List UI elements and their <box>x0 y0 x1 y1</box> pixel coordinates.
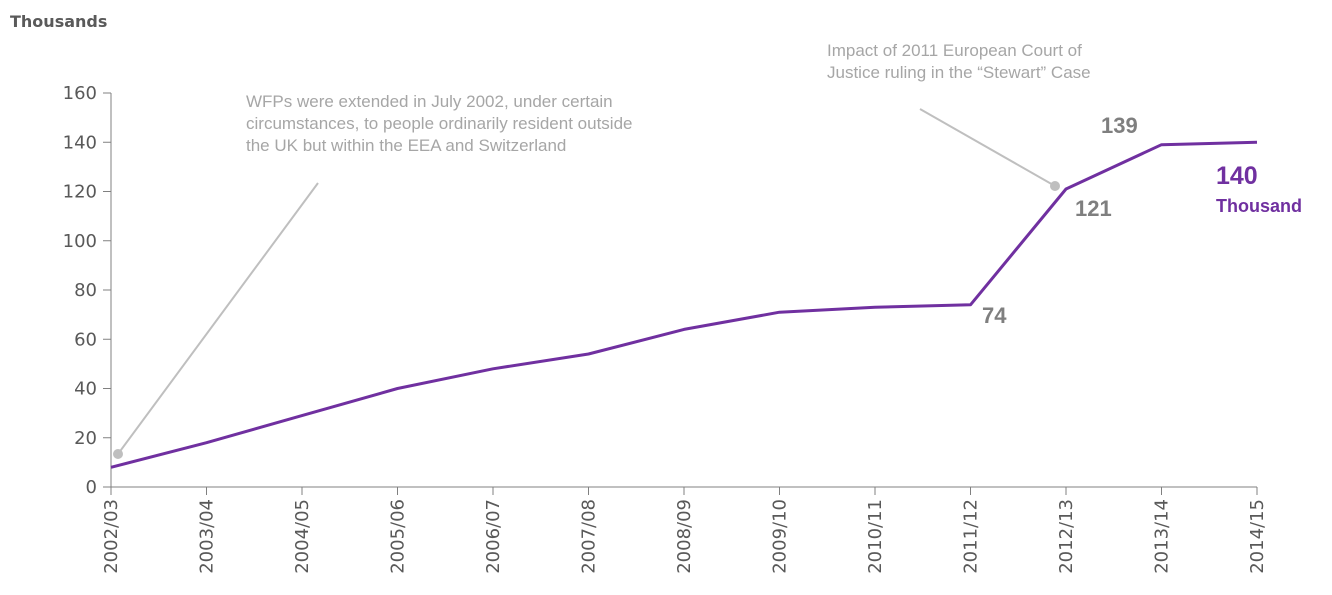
y-tick-label: 40 <box>74 379 97 400</box>
x-axis-ticks: 2002/03 2003/04 2004/05 2005/06 2006/07 2007/… <box>101 487 1268 574</box>
x-tick-label: 2005/06 <box>388 499 409 574</box>
data-label-unit: Thousand <box>1216 196 1302 216</box>
leader-dot-stewart <box>1050 181 1060 191</box>
series-group <box>110 140 1258 469</box>
x-tick-label: 2006/07 <box>483 499 504 574</box>
x-tick-label: 2003/04 <box>197 499 218 574</box>
x-tick-label: 2007/08 <box>579 499 600 574</box>
x-tick-label: 2009/10 <box>770 499 791 574</box>
data-label-2013-14: 139 <box>1101 113 1138 138</box>
data-label-2011-12: 74 <box>982 303 1007 328</box>
x-tick-label: 2008/09 <box>674 499 695 574</box>
y-tick-label: 100 <box>63 231 97 252</box>
y-tick-label: 60 <box>74 329 97 350</box>
x-tick-label: 2013/14 <box>1152 499 1173 574</box>
annotation-line: circumstances, to people ordinarily resi… <box>246 114 633 133</box>
y-tick-label: 120 <box>63 182 97 203</box>
x-tick-label: 2011/12 <box>961 499 982 574</box>
y-tick-label: 20 <box>74 428 97 449</box>
leader-line-stewart <box>919 108 1056 187</box>
leader-line-2002 <box>117 182 319 455</box>
y-axis-unit-label: Thousands <box>10 12 108 31</box>
data-label-2014-15: 140 <box>1216 162 1258 190</box>
leader-dot-2002 <box>113 449 123 459</box>
y-tick-label: 160 <box>63 83 97 104</box>
x-tick-label: 2002/03 <box>101 499 122 574</box>
annotation-line: the UK but within the EEA and Switzerlan… <box>246 136 567 155</box>
x-tick-label: 2010/11 <box>865 499 886 574</box>
annotation-leaders <box>113 108 1060 459</box>
y-axis-ticks: 0 20 40 60 80 100 120 140 160 <box>63 83 111 498</box>
x-tick-label: 2014/15 <box>1247 499 1268 574</box>
series-line <box>110 140 1258 469</box>
annotation-line: Justice ruling in the “Stewart” Case <box>827 63 1091 82</box>
y-tick-label: 0 <box>86 477 97 498</box>
data-label-2012-13: 121 <box>1075 196 1112 221</box>
annotation-2002-extension: WFPs were extended in July 2002, under c… <box>246 91 632 157</box>
annotation-line: Impact of 2011 European Court of <box>827 41 1082 60</box>
annotation-line: WFPs were extended in July 2002, under c… <box>246 92 613 111</box>
annotation-stewart-case: Impact of 2011 European Court of Justice… <box>827 40 1091 84</box>
y-tick-label: 80 <box>74 280 97 301</box>
x-tick-label: 2004/05 <box>292 499 313 574</box>
y-tick-label: 140 <box>63 132 97 153</box>
x-tick-label: 2012/13 <box>1056 499 1077 574</box>
